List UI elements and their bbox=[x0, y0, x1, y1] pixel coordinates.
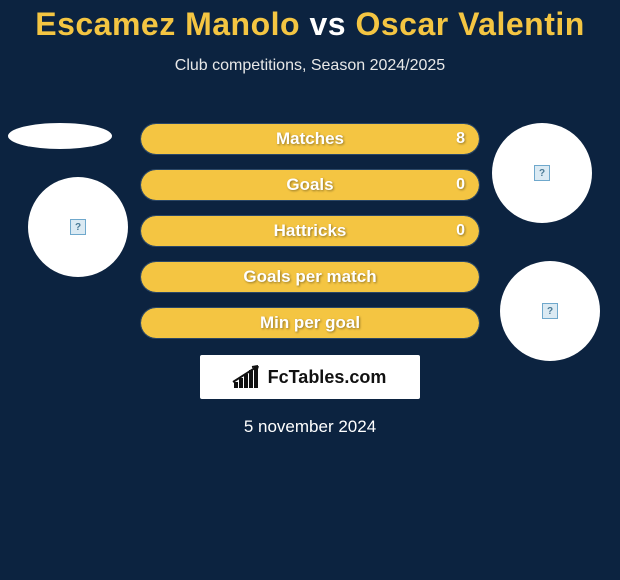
stat-row: Goals 0 bbox=[140, 169, 480, 201]
image-placeholder-icon: ? bbox=[534, 165, 550, 181]
stat-label: Goals bbox=[141, 175, 479, 195]
decor-circle-left: ? bbox=[28, 177, 128, 277]
image-placeholder-icon: ? bbox=[70, 219, 86, 235]
stat-label: Hattricks bbox=[141, 221, 479, 241]
brand-badge: FcTables.com bbox=[200, 355, 420, 399]
body-area: ? ? ? Matches 8 Goals 0 Hattricks 0 bbox=[0, 95, 620, 355]
stat-label: Matches bbox=[141, 129, 479, 149]
decor-circle-right-top: ? bbox=[492, 123, 592, 223]
stat-value: 0 bbox=[456, 176, 465, 194]
page-title: Escamez Manolo vs Oscar Valentin bbox=[0, 0, 620, 43]
stat-label: Goals per match bbox=[141, 267, 479, 287]
decor-circle-right-bottom: ? bbox=[500, 261, 600, 361]
stat-value: 8 bbox=[456, 130, 465, 148]
footer-date: 5 november 2024 bbox=[0, 417, 620, 437]
stat-row: Hattricks 0 bbox=[140, 215, 480, 247]
player2-name: Oscar Valentin bbox=[355, 6, 584, 42]
brand-chart-icon bbox=[234, 366, 262, 388]
stat-label: Min per goal bbox=[141, 313, 479, 333]
decor-ellipse bbox=[8, 123, 112, 149]
stats-compare-card: { "title": { "player1": "Escamez Manolo"… bbox=[0, 0, 620, 580]
stat-row: Min per goal bbox=[140, 307, 480, 339]
vs-label: vs bbox=[309, 6, 346, 42]
stat-value: 0 bbox=[456, 222, 465, 240]
brand-text: FcTables.com bbox=[268, 367, 387, 388]
stat-row: Goals per match bbox=[140, 261, 480, 293]
stats-table: Matches 8 Goals 0 Hattricks 0 Goals per … bbox=[140, 123, 480, 353]
stat-row: Matches 8 bbox=[140, 123, 480, 155]
player1-name: Escamez Manolo bbox=[35, 6, 300, 42]
image-placeholder-icon: ? bbox=[542, 303, 558, 319]
subtitle: Club competitions, Season 2024/2025 bbox=[0, 57, 620, 75]
